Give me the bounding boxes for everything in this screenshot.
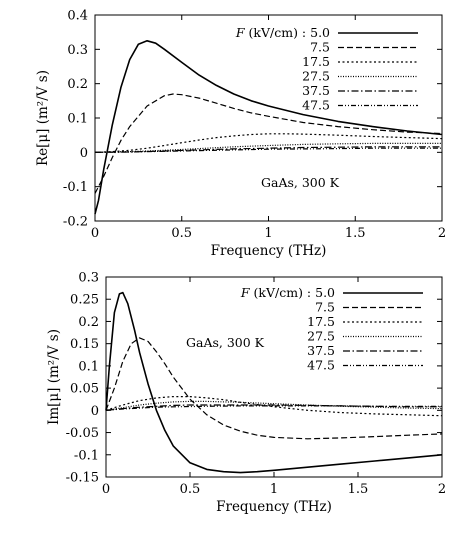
chart-2-y-tick-label: -0.05 [66, 426, 99, 441]
chart-2-y-tick-label: -0.15 [66, 471, 99, 486]
chart-2-y-tick-label: 0.2 [78, 315, 99, 330]
chart-2-y-tick-label: -0.1 [74, 448, 99, 463]
chart-1-legend-label-17.5: 17.5 [302, 54, 330, 69]
chart-2-y-tick-label: 0.3 [78, 271, 99, 286]
chart-2-y-tick-label: 0.25 [70, 293, 99, 308]
chart-1-series-line-5.0 [94, 40, 443, 215]
chart-2-legend-label-17.5: 17.5 [307, 314, 335, 329]
chart-2-y-tick-label: 0.05 [70, 382, 99, 397]
chart-2-x-tick-label: 1.5 [348, 482, 369, 497]
chart-2-x-axis-label: Frequency (THz) [216, 499, 332, 515]
chart-1-legend-label-7.5: 7.5 [310, 40, 330, 55]
chart-2-legend-label-5.0: F (kV/cm) : 5.0 [240, 285, 335, 300]
chart-1-legend-label-37.5: 37.5 [302, 83, 330, 98]
chart-1-y-tick-label: -0.1 [63, 180, 88, 195]
chart-2-x-tick-label: 0 [102, 482, 110, 497]
chart-1-x-tick-label: 2 [438, 226, 446, 241]
chart-2-y-axis-label: Im[μ] (m²/V s) [46, 329, 62, 425]
chart-2-legend-label-37.5: 37.5 [307, 343, 335, 358]
chart-1-y-tick-label: 0.4 [67, 9, 88, 24]
chart-2-annotation: GaAs, 300 K [186, 335, 265, 350]
chart-2-series-line-7.5 [105, 337, 443, 440]
chart-1-legend-header-text: (kV/cm) : 5.0 [245, 25, 330, 40]
chart-1-series-line-7.5 [94, 93, 443, 194]
chart-2-y-tick-label: 0 [91, 404, 99, 419]
chart-1-series-line-37.5 [94, 146, 442, 153]
chart-2-series-line-27.5 [105, 400, 443, 411]
chart-2-series-line-17.5 [105, 396, 443, 417]
chart-2-y-tick-label: 0.1 [78, 359, 99, 374]
chart-1-legend: F (kV/cm) : 5.07.517.527.537.547.5 [235, 25, 418, 113]
chart-1-y-tick-label: 0 [80, 146, 88, 161]
chart-1-series-line-17.5 [94, 133, 443, 153]
chart-1-y-tick-label: 0.2 [67, 77, 88, 92]
chart-1-legend-label-5.0: F (kV/cm) : 5.0 [235, 25, 330, 40]
chart-1-series-line-47.5 [94, 147, 442, 153]
chart-1-y-tick-label: 0.1 [67, 112, 88, 127]
chart-2-legend: F (kV/cm) : 5.07.517.527.537.547.5 [240, 285, 423, 373]
chart-2-legend-header-text: (kV/cm) : 5.0 [250, 285, 335, 300]
chart-2-plot: 0 0.5 1 1.5 2 -0.15 -0.1 -0.05 0 0.05 0.1 0.15 0.2 0.… [46, 271, 446, 516]
chart-2-series-line-5.0 [105, 291, 443, 474]
chart-1-series-line-27.5 [94, 142, 442, 153]
chart-1-legend-label-47.5: 47.5 [302, 98, 330, 113]
chart-1-legend-header-symbol: F [235, 25, 246, 40]
chart-2-legend-label-7.5: 7.5 [315, 300, 335, 315]
chart-2-y-tick-label: 0.15 [70, 337, 99, 352]
chart-2-legend-label-47.5: 47.5 [307, 358, 335, 373]
chart-2-x-tick-label: 1 [270, 482, 278, 497]
chart-1-y-axis-label: Re[μ] (m²/V s) [35, 70, 51, 166]
chart-2-x-tick-label: 2 [438, 482, 446, 497]
chart-2-legend-label-27.5: 27.5 [307, 329, 335, 344]
chart-2-legend-header-symbol: F [240, 285, 251, 300]
chart-1-annotation: GaAs, 300 K [261, 175, 340, 190]
chart-2-series-line-47.5 [105, 405, 442, 411]
chart-1-x-tick-label: 1 [264, 226, 272, 241]
chart-1-x-tick-label: 1.5 [345, 226, 366, 241]
chart-1-x-tick-label: 0.5 [171, 226, 192, 241]
chart-1-y-tick-label: 0.3 [67, 43, 88, 58]
chart-1-legend-label-27.5: 27.5 [302, 69, 330, 84]
chart-1-plot: 0 0.5 1 1.5 2 -0.2 -0.1 0 0.1 0.2 0.3 0.4 Frequency … [35, 9, 446, 260]
chart-1-x-axis-label: Frequency (THz) [211, 243, 327, 259]
chart-1-y-tick-label: -0.2 [63, 215, 88, 230]
chart-1-plot-frame [94, 14, 443, 222]
chart-2-x-tick-label: 0.5 [180, 482, 201, 497]
chart-1-x-tick-label: 0 [91, 226, 99, 241]
